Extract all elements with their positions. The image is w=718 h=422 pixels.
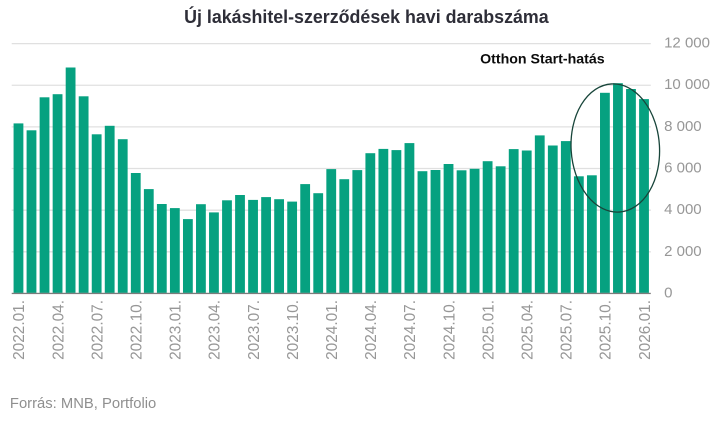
svg-text:2023.10.: 2023.10. (285, 300, 302, 360)
svg-text:0: 0 (664, 284, 672, 301)
svg-text:2022.01.: 2022.01. (11, 300, 28, 360)
svg-text:2024.10.: 2024.10. (441, 300, 458, 360)
svg-text:6 000: 6 000 (664, 160, 702, 177)
svg-text:2022.10.: 2022.10. (129, 300, 146, 360)
svg-text:2024.07.: 2024.07. (402, 300, 419, 360)
svg-text:2023.01.: 2023.01. (168, 300, 185, 360)
svg-text:Otthon Start-hatás: Otthon Start-hatás (480, 51, 605, 67)
svg-text:4 000: 4 000 (664, 201, 702, 218)
svg-text:2026.01.: 2026.01. (637, 300, 654, 360)
svg-text:2025.10.: 2025.10. (598, 300, 615, 360)
svg-text:2024.04.: 2024.04. (363, 300, 380, 360)
svg-text:8 000: 8 000 (664, 118, 702, 135)
svg-text:Forrás: MNB, Portfolio: Forrás: MNB, Portfolio (10, 396, 156, 412)
svg-text:10 000: 10 000 (664, 76, 710, 93)
svg-text:2024.01.: 2024.01. (324, 300, 341, 360)
svg-text:2023.07.: 2023.07. (246, 300, 263, 360)
svg-text:2025.04.: 2025.04. (519, 300, 536, 360)
svg-text:12 000: 12 000 (664, 35, 710, 52)
svg-text:Új lakáshitel-szerződések havi: Új lakáshitel-szerződések havi darabszám… (184, 5, 549, 27)
svg-text:2025.07.: 2025.07. (559, 300, 576, 360)
svg-text:2025.01.: 2025.01. (480, 300, 497, 360)
svg-text:2022.07.: 2022.07. (89, 300, 106, 360)
svg-text:2022.04.: 2022.04. (50, 300, 67, 360)
svg-text:2 000: 2 000 (664, 243, 702, 260)
svg-text:2023.04.: 2023.04. (207, 300, 224, 360)
